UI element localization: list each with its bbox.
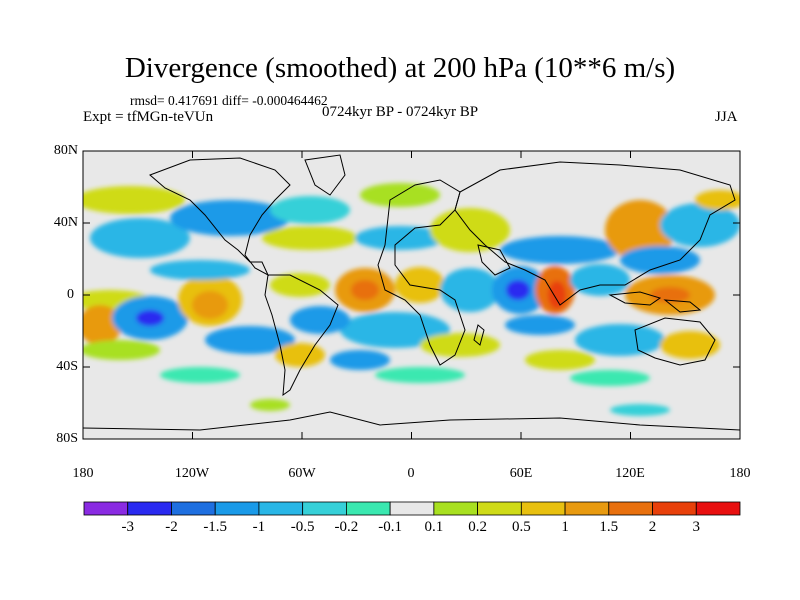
lat-label-0: 0 [67, 287, 74, 302]
lat-label-80n: 80N [53, 143, 78, 158]
lon-label-120e: 120E [615, 466, 645, 481]
colorbar-swatch [564, 501, 610, 516]
season-label: JJA [715, 109, 738, 125]
colorbar-label: -0.2 [334, 519, 359, 535]
colorbar-label: 0.1 [424, 519, 444, 535]
lon-label-120w: 120W [174, 466, 210, 481]
colorbar-swatch [127, 501, 172, 516]
colorbar-swatch [171, 501, 216, 516]
colorbar-label: -1 [252, 519, 266, 535]
colorbar-swatch [608, 501, 653, 516]
map-title: Divergence (smoothed) at 200 hPa (10**6 … [124, 52, 676, 84]
colorbar-label: 0.2 [468, 519, 487, 535]
colorbar-label: -0.1 [378, 519, 402, 535]
experiment-label: Expt = tfMGn-teVUn [83, 109, 214, 125]
lon-label-60w: 60W [288, 466, 316, 481]
lon-label-60e: 60E [509, 466, 533, 481]
period-label: 0724kyr BP - 0724kyr BP [322, 104, 479, 120]
colorbar-label: 0.5 [511, 519, 531, 535]
lon-label-180w: 180 [72, 466, 94, 481]
colorbar-swatch [389, 501, 435, 516]
colorbar-swatch [652, 501, 697, 516]
lat-label-80s: 80S [56, 431, 78, 446]
colorbar-swatch [520, 501, 566, 516]
colorbar [83, 501, 741, 516]
coastlines [83, 154, 740, 431]
colorbar-label: -1.5 [203, 519, 228, 535]
colorbar-swatch [83, 501, 129, 516]
colorbar-swatch [302, 501, 347, 516]
lon-label-0: 0 [407, 466, 415, 481]
lon-label-180e: 180 [729, 466, 751, 481]
colorbar-label: -3 [121, 519, 134, 535]
lat-ticks [83, 150, 740, 440]
divergence-field [83, 183, 740, 416]
colorbar-label: 1.5 [599, 519, 619, 535]
colorbar-label: 2 [648, 519, 657, 535]
colorbar-label: -0.5 [290, 519, 315, 535]
lat-label-40s: 40S [56, 359, 78, 374]
colorbar-swatch [695, 501, 741, 516]
colorbar-swatch [258, 501, 304, 516]
colorbar-swatch [214, 501, 260, 516]
colorbar-swatch [433, 501, 479, 516]
colorbar-label: -2 [165, 519, 178, 535]
colorbar-label: 1 [561, 519, 569, 535]
colorbar-swatch [477, 501, 522, 516]
colorbar-swatch [345, 501, 391, 516]
colorbar-label: 3 [692, 519, 701, 535]
stats-text: rmsd= 0.417691 diff= -0.000464462 [130, 93, 328, 108]
lat-label-40n: 40N [53, 215, 78, 230]
lon-ticks [82, 151, 741, 439]
